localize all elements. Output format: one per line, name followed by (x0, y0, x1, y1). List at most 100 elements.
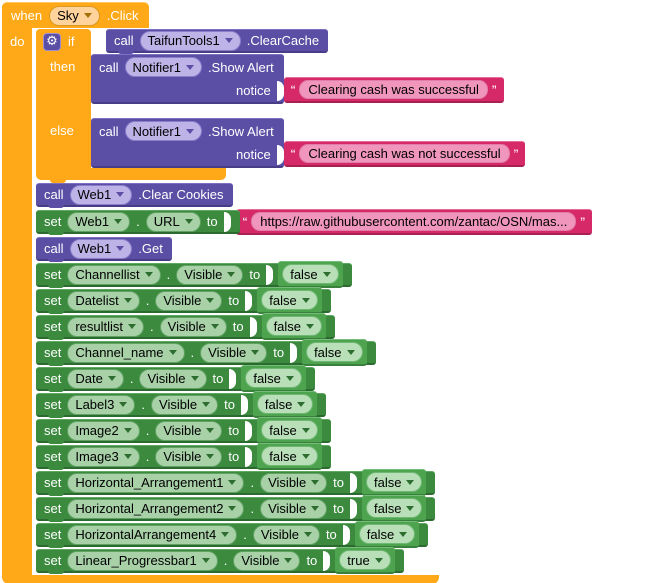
component-dropdown-notifier1[interactable]: Notifier1 (124, 57, 202, 77)
property-dropdown-visible[interactable]: Visible (252, 524, 320, 545)
set-visible-block-channel-name[interactable]: set Channel_name . Visible to false (36, 339, 376, 366)
call-web1-clearcookies-block[interactable]: call Web1 .Clear Cookies (36, 183, 233, 208)
dropdown-value: false (269, 422, 297, 438)
logic-dropdown[interactable]: false (261, 446, 318, 466)
component-dropdown-notifier1[interactable]: Notifier1 (124, 121, 202, 141)
logic-value-block[interactable]: false (302, 339, 367, 366)
call-notifier-showalert-else-block[interactable]: call Notifier1 .Show Alert notice (91, 118, 284, 168)
component-dropdown-web1[interactable]: Web1 (67, 211, 131, 232)
set-keyword: set (44, 319, 62, 334)
component-dropdown[interactable]: Datelist (67, 290, 140, 311)
set-visible-block-resultlist[interactable]: set resultlist . Visible to false (36, 313, 336, 340)
property-dropdown-visible[interactable]: Visible (260, 498, 328, 519)
logic-dropdown[interactable]: false (366, 472, 423, 492)
logic-value-block[interactable]: false (362, 469, 427, 496)
component-dropdown[interactable]: Date (67, 368, 124, 389)
set-visible-block-datelist[interactable]: set Datelist . Visible to false (36, 287, 331, 314)
method-name: .ClearCache (246, 33, 320, 48)
logic-value-block[interactable]: true (335, 547, 395, 574)
property-dropdown-visible[interactable]: Visible (200, 342, 268, 363)
if-block[interactable]: ⚙ if call TaifunTools1 .ClearCache (36, 29, 526, 183)
dropdown-value: Visible (159, 397, 198, 412)
logic-dropdown[interactable]: false (265, 316, 323, 336)
value-socket (229, 368, 237, 389)
set-visible-block-date[interactable]: set Date . Visible to false (36, 365, 315, 392)
component-dropdown[interactable]: Channellist (67, 264, 161, 285)
property-dropdown-url[interactable]: URL (145, 211, 201, 232)
component-dropdown[interactable]: Image3 (67, 446, 140, 467)
text-string-block[interactable]: “ Clearing cash was successful ” (283, 77, 504, 103)
set-visible-block-channellist[interactable]: set Channellist . Visible to false (36, 261, 352, 288)
logic-value-block[interactable]: false (257, 417, 322, 444)
property-dropdown-visible[interactable]: Visible (155, 420, 223, 441)
component-dropdown-taifuntools1[interactable]: TaifunTools1 (139, 30, 241, 51)
call-notifier-showalert-then-block[interactable]: call Notifier1 .Show Alert notice (91, 54, 284, 104)
component-dropdown-sky[interactable]: Sky (49, 5, 100, 26)
dropdown-value: Date (75, 371, 103, 386)
when-block-header[interactable]: when Sky .Click (2, 2, 149, 28)
component-dropdown[interactable]: Linear_Progressbar1 (67, 550, 218, 571)
set-visible-block-horizontal-arrangement2[interactable]: set Horizontal_Arrangement2 . Visible to… (36, 495, 436, 522)
dot-separator: . (250, 501, 255, 516)
mutator-gear-icon[interactable]: ⚙ (43, 32, 61, 51)
set-visible-block-horizontalarrangement4[interactable]: set HorizontalArrangement4 . Visible to … (36, 521, 429, 548)
logic-dropdown[interactable]: false (256, 394, 314, 414)
logic-value-block[interactable]: false (354, 521, 420, 548)
logic-dropdown[interactable]: false (245, 368, 302, 388)
component-dropdown[interactable]: Horizontal_Arrangement2 (67, 498, 245, 519)
set-web1-url-block[interactable]: set Web1 . URL to (36, 210, 240, 235)
dropdown-arrow-icon (301, 453, 310, 459)
text-string-block[interactable]: “ Clearing cash was not successful ” (283, 141, 526, 167)
logic-dropdown[interactable]: false (358, 524, 416, 544)
component-dropdown[interactable]: resultlist (67, 316, 145, 337)
logic-value-block[interactable]: false (257, 443, 322, 470)
dropdown-arrow-icon (303, 532, 312, 537)
logic-value-block[interactable]: false (241, 365, 306, 392)
set-visible-block-linear-progressbar1[interactable]: set Linear_Progressbar1 . Visible to tru… (36, 547, 404, 574)
dropdown-value: Web1 (75, 214, 110, 229)
url-text-field[interactable]: https://raw.githubusercontent.com/zantac… (251, 212, 577, 231)
component-dropdown[interactable]: HorizontalArrangement4 (67, 524, 238, 545)
set-visible-block-horizontal-arrangement1[interactable]: set Horizontal_Arrangement1 . Visible to… (36, 469, 436, 496)
value-socket (240, 394, 248, 415)
logic-dropdown[interactable]: false (261, 290, 318, 310)
component-dropdown[interactable]: Channel_name (67, 342, 185, 363)
logic-dropdown[interactable]: false (366, 498, 423, 518)
component-dropdown-web1[interactable]: Web1 (69, 184, 133, 205)
url-text-string-block[interactable]: “ https://raw.githubusercontent.com/zant… (235, 209, 592, 235)
text-string-field[interactable]: Clearing cash was successful (299, 80, 488, 99)
call-web1-get-block[interactable]: call Web1 .Get (36, 237, 172, 262)
property-dropdown-visible[interactable]: Visible (233, 550, 301, 571)
dropdown-arrow-icon (346, 349, 355, 355)
logic-dropdown[interactable]: false (282, 264, 339, 284)
component-dropdown[interactable]: Horizontal_Arrangement1 (67, 472, 245, 493)
property-dropdown-visible[interactable]: Visible (155, 446, 223, 467)
to-keyword: to (228, 293, 240, 308)
logic-value-block[interactable]: false (362, 495, 427, 522)
property-dropdown-visible[interactable]: Visible (155, 290, 223, 311)
logic-dropdown[interactable]: false (306, 342, 363, 362)
component-dropdown[interactable]: Label3 (67, 394, 136, 415)
set-visible-block-label3[interactable]: set Label3 . Visible to false (36, 391, 327, 418)
set-visible-block-image3[interactable]: set Image3 . Visible to false (36, 443, 331, 470)
logic-dropdown[interactable]: true (339, 550, 391, 570)
logic-value-block[interactable]: false (252, 391, 318, 418)
dropdown-value: Visible (147, 371, 186, 386)
logic-value-block[interactable]: false (278, 261, 343, 288)
property-dropdown-visible[interactable]: Visible (151, 394, 219, 415)
property-dropdown-visible[interactable]: Visible (159, 316, 227, 337)
dot-separator: . (166, 267, 171, 282)
text-string-field[interactable]: Clearing cash was not successful (299, 144, 510, 163)
property-dropdown-visible[interactable]: Visible (176, 264, 244, 285)
logic-dropdown[interactable]: false (261, 420, 318, 440)
set-visible-block-image2[interactable]: set Image2 . Visible to false (36, 417, 331, 444)
component-dropdown-web1[interactable]: Web1 (69, 238, 133, 259)
logic-value-block[interactable]: false (257, 287, 322, 314)
property-dropdown-visible[interactable]: Visible (260, 472, 328, 493)
logic-value-block[interactable]: false (261, 313, 327, 340)
call-taifuntools-clearcache-block[interactable]: call TaifunTools1 .ClearCache (106, 29, 329, 54)
component-dropdown[interactable]: Image2 (67, 420, 140, 441)
property-dropdown-visible[interactable]: Visible (139, 368, 207, 389)
